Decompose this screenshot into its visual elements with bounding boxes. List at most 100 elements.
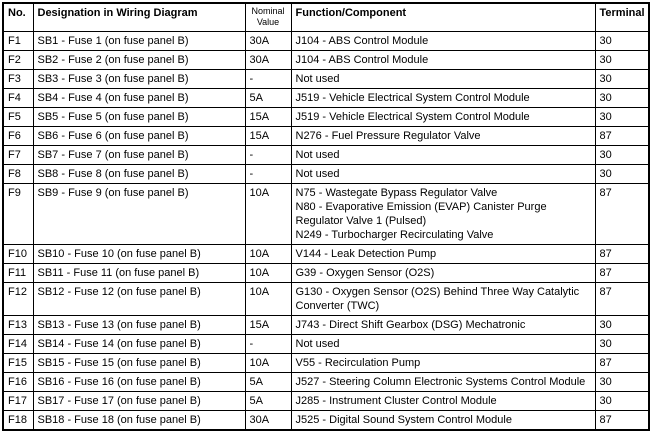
f6-no-cell: F6: [2, 125, 34, 146]
f5-nominal-cell: 15A: [244, 106, 292, 127]
f9-designation-cell: SB9 - Fuse 9 (on fuse panel B): [32, 182, 246, 245]
f4-terminal-cell: 30: [594, 87, 650, 108]
table-row-f11: F11 SB11 - Fuse 11 (on fuse panel B) 10A G3…: [2, 262, 650, 283]
f5-terminal-cell: 30: [594, 106, 650, 127]
f13-no-cell: F13: [2, 314, 34, 335]
f6-nominal-cell: 15A: [244, 125, 292, 146]
header-designation: Designation in Wiring Diagram: [32, 2, 246, 32]
f4-designation-cell: SB4 - Fuse 4 (on fuse panel B): [32, 87, 246, 108]
f8-nominal-cell: -: [244, 163, 292, 184]
f1-no-cell: F1: [2, 30, 34, 51]
f1-function-cell: J104 - ABS Control Module: [290, 30, 596, 51]
header-terminal: Terminal: [594, 2, 650, 32]
f17-nominal-cell: 5A: [244, 390, 292, 411]
f4-no-cell: F4: [2, 87, 34, 108]
f7-function-cell: Not used: [290, 144, 596, 165]
header-function: Function/Component: [290, 2, 596, 32]
f13-designation-cell: SB13 - Fuse 13 (on fuse panel B): [32, 314, 246, 335]
table-row-f15: F15 SB15 - Fuse 15 (on fuse panel B) 10A V5…: [2, 352, 650, 373]
table-row-f18: F18 SB18 - Fuse 18 (on fuse panel B) 30A J5…: [2, 409, 650, 430]
f14-nominal-cell: -: [244, 333, 292, 354]
f15-nominal-cell: 10A: [244, 352, 292, 373]
f11-terminal-cell: 87: [594, 262, 650, 283]
f16-function-cell: J527 - Steering Column Electronic System…: [290, 371, 596, 392]
f2-nominal-cell: 30A: [244, 49, 292, 70]
table-row-f2: F2 SB2 - Fuse 2 (on fuse panel B) 30A J104 …: [2, 49, 650, 70]
f8-terminal-cell: 30: [594, 163, 650, 184]
f13-function-cell: J743 - Direct Shift Gearbox (DSG) Mechat…: [290, 314, 596, 335]
f3-function-cell: Not used: [290, 68, 596, 89]
f17-designation-cell: SB17 - Fuse 17 (on fuse panel B): [32, 390, 246, 411]
f17-function-cell: J285 - Instrument Cluster Control Module: [290, 390, 596, 411]
f6-terminal-cell: 87: [594, 125, 650, 146]
table-row-f13: F13 SB13 - Fuse 13 (on fuse panel B) 15A J7…: [2, 314, 650, 335]
f9-terminal-cell: 87: [594, 182, 650, 245]
f15-designation-cell: SB15 - Fuse 15 (on fuse panel B): [32, 352, 246, 373]
table-row-f6: F6 SB6 - Fuse 6 (on fuse panel B) 15A N276 …: [2, 125, 650, 146]
table-row-f1: F1 SB1 - Fuse 1 (on fuse panel B) 30A J104 …: [2, 30, 650, 51]
f13-terminal-cell: 30: [594, 314, 650, 335]
f8-designation-cell: SB8 - Fuse 8 (on fuse panel B): [32, 163, 246, 184]
f14-designation-cell: SB14 - Fuse 14 (on fuse panel B): [32, 333, 246, 354]
f12-nominal-cell: 10A: [244, 281, 292, 316]
f14-no-cell: F14: [2, 333, 34, 354]
table-row-f3: F3 SB3 - Fuse 3 (on fuse panel B) - Not use…: [2, 68, 650, 89]
table-row-f16: F16 SB16 - Fuse 16 (on fuse panel B) 5A J52…: [2, 371, 650, 392]
f5-designation-cell: SB5 - Fuse 5 (on fuse panel B): [32, 106, 246, 127]
f18-no-cell: F18: [2, 409, 34, 430]
f11-nominal-cell: 10A: [244, 262, 292, 283]
f16-nominal-cell: 5A: [244, 371, 292, 392]
table-row-f4: F4 SB4 - Fuse 4 (on fuse panel B) 5A J519 -…: [2, 87, 650, 108]
fuse-table-body: F1 SB1 - Fuse 1 (on fuse panel B) 30A J104 …: [2, 30, 650, 430]
f7-nominal-cell: -: [244, 144, 292, 165]
f12-function-cell: G130 - Oxygen Sensor (O2S) Behind Three …: [290, 281, 596, 316]
f14-terminal-cell: 30: [594, 333, 650, 354]
f3-terminal-cell: 30: [594, 68, 650, 89]
f10-no-cell: F10: [2, 243, 34, 264]
f2-no-cell: F2: [2, 49, 34, 70]
f10-function-cell: V144 - Leak Detection Pump: [290, 243, 596, 264]
f18-function-cell: J525 - Digital Sound System Control Modu…: [290, 409, 596, 430]
f3-nominal-cell: -: [244, 68, 292, 89]
f10-nominal-cell: 10A: [244, 243, 292, 264]
f10-terminal-cell: 87: [594, 243, 650, 264]
f17-terminal-cell: 30: [594, 390, 650, 411]
f5-function-cell: J519 - Vehicle Electrical System Control…: [290, 106, 596, 127]
f6-function-cell: N276 - Fuel Pressure Regulator Valve: [290, 125, 596, 146]
f8-function-cell: Not used: [290, 163, 596, 184]
f11-designation-cell: SB11 - Fuse 11 (on fuse panel B): [32, 262, 246, 283]
f10-designation-cell: SB10 - Fuse 10 (on fuse panel B): [32, 243, 246, 264]
f9-no-cell: F9: [2, 182, 34, 245]
table-row-f8: F8 SB8 - Fuse 8 (on fuse panel B) - Not use…: [2, 163, 650, 184]
f14-function-cell: Not used: [290, 333, 596, 354]
f1-designation-cell: SB1 - Fuse 1 (on fuse panel B): [32, 30, 246, 51]
f18-nominal-cell: 30A: [244, 409, 292, 430]
table-row-f7: F7 SB7 - Fuse 7 (on fuse panel B) - Not use…: [2, 144, 650, 165]
header-nominal-value: Nominal Value: [244, 2, 292, 32]
f3-no-cell: F3: [2, 68, 34, 89]
f9-function-cell: N75 - Wastegate Bypass Regulator Valve N…: [290, 182, 596, 245]
table-row-f10: F10 SB10 - Fuse 10 (on fuse panel B) 10A V1…: [2, 243, 650, 264]
f4-nominal-cell: 5A: [244, 87, 292, 108]
f1-terminal-cell: 30: [594, 30, 650, 51]
table-row-f5: F5 SB5 - Fuse 5 (on fuse panel B) 15A J519 …: [2, 106, 650, 127]
f7-no-cell: F7: [2, 144, 34, 165]
f9-nominal-cell: 10A: [244, 182, 292, 245]
f11-no-cell: F11: [2, 262, 34, 283]
f5-no-cell: F5: [2, 106, 34, 127]
f2-designation-cell: SB2 - Fuse 2 (on fuse panel B): [32, 49, 246, 70]
header-row: No. Designation in Wiring Diagram Nomina…: [2, 2, 650, 32]
f7-terminal-cell: 30: [594, 144, 650, 165]
f16-no-cell: F16: [2, 371, 34, 392]
f8-no-cell: F8: [2, 163, 34, 184]
f15-no-cell: F15: [2, 352, 34, 373]
f2-terminal-cell: 30: [594, 49, 650, 70]
f4-function-cell: J519 - Vehicle Electrical System Control…: [290, 87, 596, 108]
f12-no-cell: F12: [2, 281, 34, 316]
f3-designation-cell: SB3 - Fuse 3 (on fuse panel B): [32, 68, 246, 89]
f16-designation-cell: SB16 - Fuse 16 (on fuse panel B): [32, 371, 246, 392]
f7-designation-cell: SB7 - Fuse 7 (on fuse panel B): [32, 144, 246, 165]
f15-terminal-cell: 87: [594, 352, 650, 373]
